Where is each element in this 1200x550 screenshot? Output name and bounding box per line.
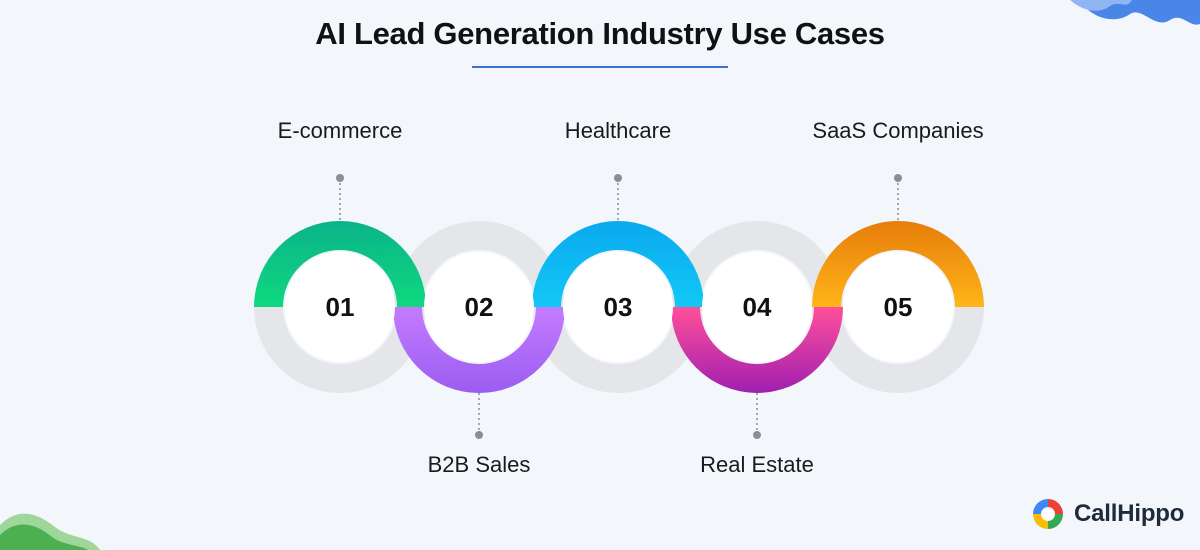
ring-arc-01 (254, 221, 426, 307)
step-number: 04 (743, 292, 772, 322)
brand-logo: CallHippo (1030, 496, 1184, 532)
connector-dot (475, 431, 483, 439)
connector-dot (614, 174, 622, 182)
callhippo-logo-icon (1033, 499, 1063, 529)
brand-name: CallHippo (1074, 500, 1185, 527)
corner-blob-bottom-left (0, 513, 100, 550)
step-label-02: B2B Sales (427, 452, 531, 477)
step-label-01: E-commerce (277, 118, 403, 143)
connector-dot (336, 174, 344, 182)
corner-blob-top-right (1070, 0, 1200, 25)
connector-dot (894, 174, 902, 182)
ring-arc-05 (812, 221, 984, 307)
step-label-03: Healthcare (564, 118, 672, 143)
step-disc-04 (702, 252, 812, 362)
ring-arc-04 (671, 307, 843, 393)
step-label-04: Real Estate (700, 452, 814, 477)
step-number: 03 (604, 292, 633, 322)
step-disc-02 (424, 252, 534, 362)
step-disc-05 (843, 252, 953, 362)
ring-arc-03 (532, 221, 704, 307)
step-disc-01 (285, 252, 395, 362)
page-title: AI Lead Generation Industry Use Cases (315, 16, 885, 51)
step-number: 02 (465, 292, 494, 322)
step-number: 01 (326, 292, 355, 322)
step-number: 05 (884, 292, 913, 322)
connector-dot (753, 431, 761, 439)
step-label-05: SaaS Companies (812, 118, 984, 143)
ring-arc-02 (393, 307, 565, 393)
title-underline (472, 66, 728, 68)
step-disc-03 (563, 252, 673, 362)
